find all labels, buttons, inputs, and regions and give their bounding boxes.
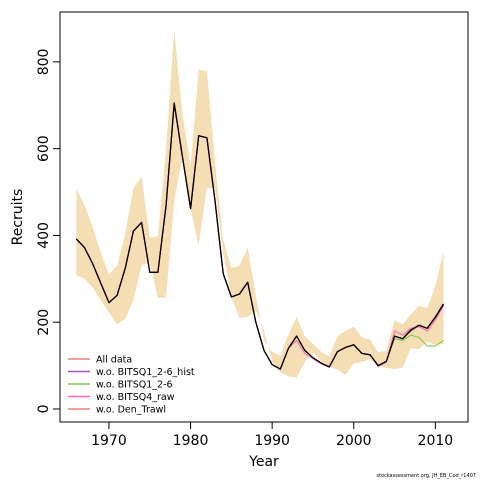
legend-label: w.o. BITSQ4_raw [96,392,175,403]
y-axis-label: Recruits [10,189,26,246]
x-tick-label: 2000 [336,433,372,449]
y-tick-label: 0 [36,405,52,414]
y-tick-label: 800 [36,49,52,76]
legend-label: w.o. BITSQ1_2-6_hist [96,367,195,378]
series-line-0 [75,102,445,370]
y-tick-label: 600 [36,135,52,162]
legend-label: w.o. Den_Trawl [96,405,166,416]
y-tick-label: 200 [36,309,52,336]
plot-frame [59,11,469,423]
x-tick-label: 2010 [418,433,454,449]
plot-area [75,29,445,378]
legend-label: All data [96,355,132,366]
x-axis-label: Year [248,454,279,470]
footer-credit: stockassessment.org, JH_EB_Cod_r1407 [376,473,476,479]
confidence-band [76,29,444,378]
x-tick-label: 1980 [173,433,209,449]
legend-label: w.o. BITSQ1_2-6 [96,380,173,391]
y-tick-label: 400 [36,222,52,249]
x-tick-label: 1970 [91,433,127,449]
x-tick-label: 1990 [254,433,290,449]
y-axis: 0 200 400 600 800 [36,49,60,414]
x-axis: 1970 1980 1990 2000 2010 [91,422,453,449]
